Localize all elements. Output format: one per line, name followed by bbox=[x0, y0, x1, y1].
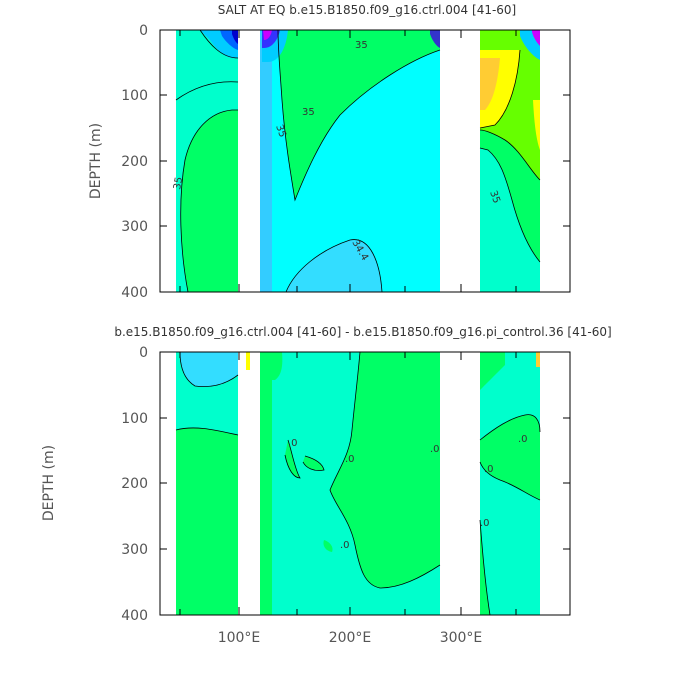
bottom-ticks bbox=[160, 351, 570, 616]
bottom-contour-label-6: .0 bbox=[480, 518, 490, 529]
top-contour-label-2: 35 bbox=[355, 40, 368, 51]
top-contour-lines bbox=[175, 29, 541, 293]
bottom-main-small-contour-1 bbox=[284, 439, 301, 479]
bottom-east-green-region bbox=[480, 414, 540, 500]
top-main-deep-blue bbox=[286, 239, 382, 292]
bottom-filled-contours bbox=[176, 352, 540, 615]
bottom-yellow-spot bbox=[246, 352, 250, 370]
top-ytick-100: 100 bbox=[121, 88, 148, 104]
top-main-green-region bbox=[278, 30, 440, 200]
bottom-main-small-green-1 bbox=[285, 440, 300, 478]
top-ytick-400: 400 bbox=[121, 285, 148, 301]
top-east-upper-contour bbox=[479, 129, 541, 181]
top-strip-fill bbox=[260, 30, 272, 292]
top-ytick-0: 0 bbox=[139, 23, 148, 39]
bottom-east-deep-contour bbox=[479, 519, 491, 616]
bottom-west-blue-region bbox=[180, 352, 238, 387]
top-contour-label-4: 35 bbox=[273, 123, 288, 139]
top-ticks bbox=[160, 29, 570, 293]
top-contour-label-3: 35 bbox=[302, 107, 315, 118]
xtick-100E: 100°E bbox=[218, 630, 261, 646]
top-main-35-contour bbox=[277, 29, 441, 202]
bottom-main-small-green-2 bbox=[303, 456, 324, 471]
bottom-ytick-0: 0 bbox=[139, 345, 148, 361]
bottom-main-small-green-3 bbox=[265, 520, 272, 548]
top-west-surface-contour bbox=[199, 29, 239, 59]
top-filled-contours bbox=[176, 30, 540, 292]
bottom-east-orange-spot bbox=[536, 352, 540, 367]
top-east-35-contour bbox=[479, 147, 541, 263]
bottom-strip-fill bbox=[260, 352, 272, 615]
top-west-upper-contour bbox=[175, 81, 239, 101]
bottom-contour-lines bbox=[175, 351, 541, 616]
top-ylabel: DEPTH (m) bbox=[88, 123, 104, 199]
bottom-contour-label-2: .0 bbox=[345, 454, 355, 465]
top-contour-label-1: 35 bbox=[172, 176, 185, 190]
top-west-basin-green-tongue bbox=[180, 110, 238, 292]
top-main-surface-purple bbox=[263, 30, 272, 40]
top-west-35-contour bbox=[180, 109, 238, 293]
bottom-main-zero-contour bbox=[329, 351, 441, 589]
top-main-34-4-contour bbox=[285, 239, 383, 293]
xtick-200E: 200°E bbox=[329, 630, 372, 646]
bottom-east-surface-green bbox=[480, 352, 505, 390]
top-west-surface-navy bbox=[232, 30, 238, 44]
bottom-contour-label-3: .0 bbox=[430, 444, 440, 455]
bottom-west-zero-contour bbox=[175, 427, 239, 436]
top-east-orange-region bbox=[480, 58, 500, 110]
bottom-contour-label-7: .0 bbox=[518, 434, 528, 445]
bottom-contour-label-1: .0 bbox=[288, 438, 298, 449]
bottom-east-zero-contour-1 bbox=[479, 414, 541, 441]
bottom-ylabel: DEPTH (m) bbox=[41, 445, 57, 521]
bottom-main-small-green-4 bbox=[323, 540, 333, 552]
top-contour-label-5: 35 bbox=[487, 189, 502, 205]
bottom-main-small-contour-2 bbox=[302, 455, 325, 471]
bottom-east-deep-green bbox=[480, 520, 490, 615]
top-ytick-300: 300 bbox=[121, 219, 148, 235]
top-ytick-200: 200 bbox=[121, 154, 148, 170]
bottom-east-zero-contour-2 bbox=[479, 461, 541, 501]
bottom-ytick-200: 200 bbox=[121, 476, 148, 492]
top-panel-title: SALT AT EQ b.e15.B1850.f09_g16.ctrl.004 … bbox=[218, 3, 517, 17]
top-east-surface-purple bbox=[532, 30, 540, 46]
bottom-main-green-region bbox=[330, 352, 440, 588]
xtick-300E: 300°E bbox=[440, 630, 483, 646]
bottom-ytick-100: 100 bbox=[121, 411, 148, 427]
bottom-west-green-region bbox=[176, 427, 238, 615]
bottom-panel-title: b.e15.B1850.f09_g16.ctrl.004 [41-60] - b… bbox=[114, 325, 611, 339]
bottom-contour-label-4: .0 bbox=[340, 540, 350, 551]
top-east-yellow-edge bbox=[533, 100, 540, 150]
bottom-main-surface-green bbox=[272, 352, 283, 380]
bottom-ytick-300: 300 bbox=[121, 542, 148, 558]
top-main-east-surface-darkblue bbox=[430, 30, 440, 48]
bottom-contour-label-5: .0 bbox=[484, 464, 494, 475]
bottom-panel: b.e15.B1850.f09_g16.ctrl.004 [41-60] - b… bbox=[41, 325, 612, 646]
bottom-ytick-400: 400 bbox=[121, 608, 148, 624]
top-east-yellow-contour bbox=[479, 49, 521, 129]
bottom-west-blue-contour bbox=[179, 351, 239, 387]
top-panel: SALT AT EQ b.e15.B1850.f09_g16.ctrl.004 … bbox=[88, 3, 571, 301]
